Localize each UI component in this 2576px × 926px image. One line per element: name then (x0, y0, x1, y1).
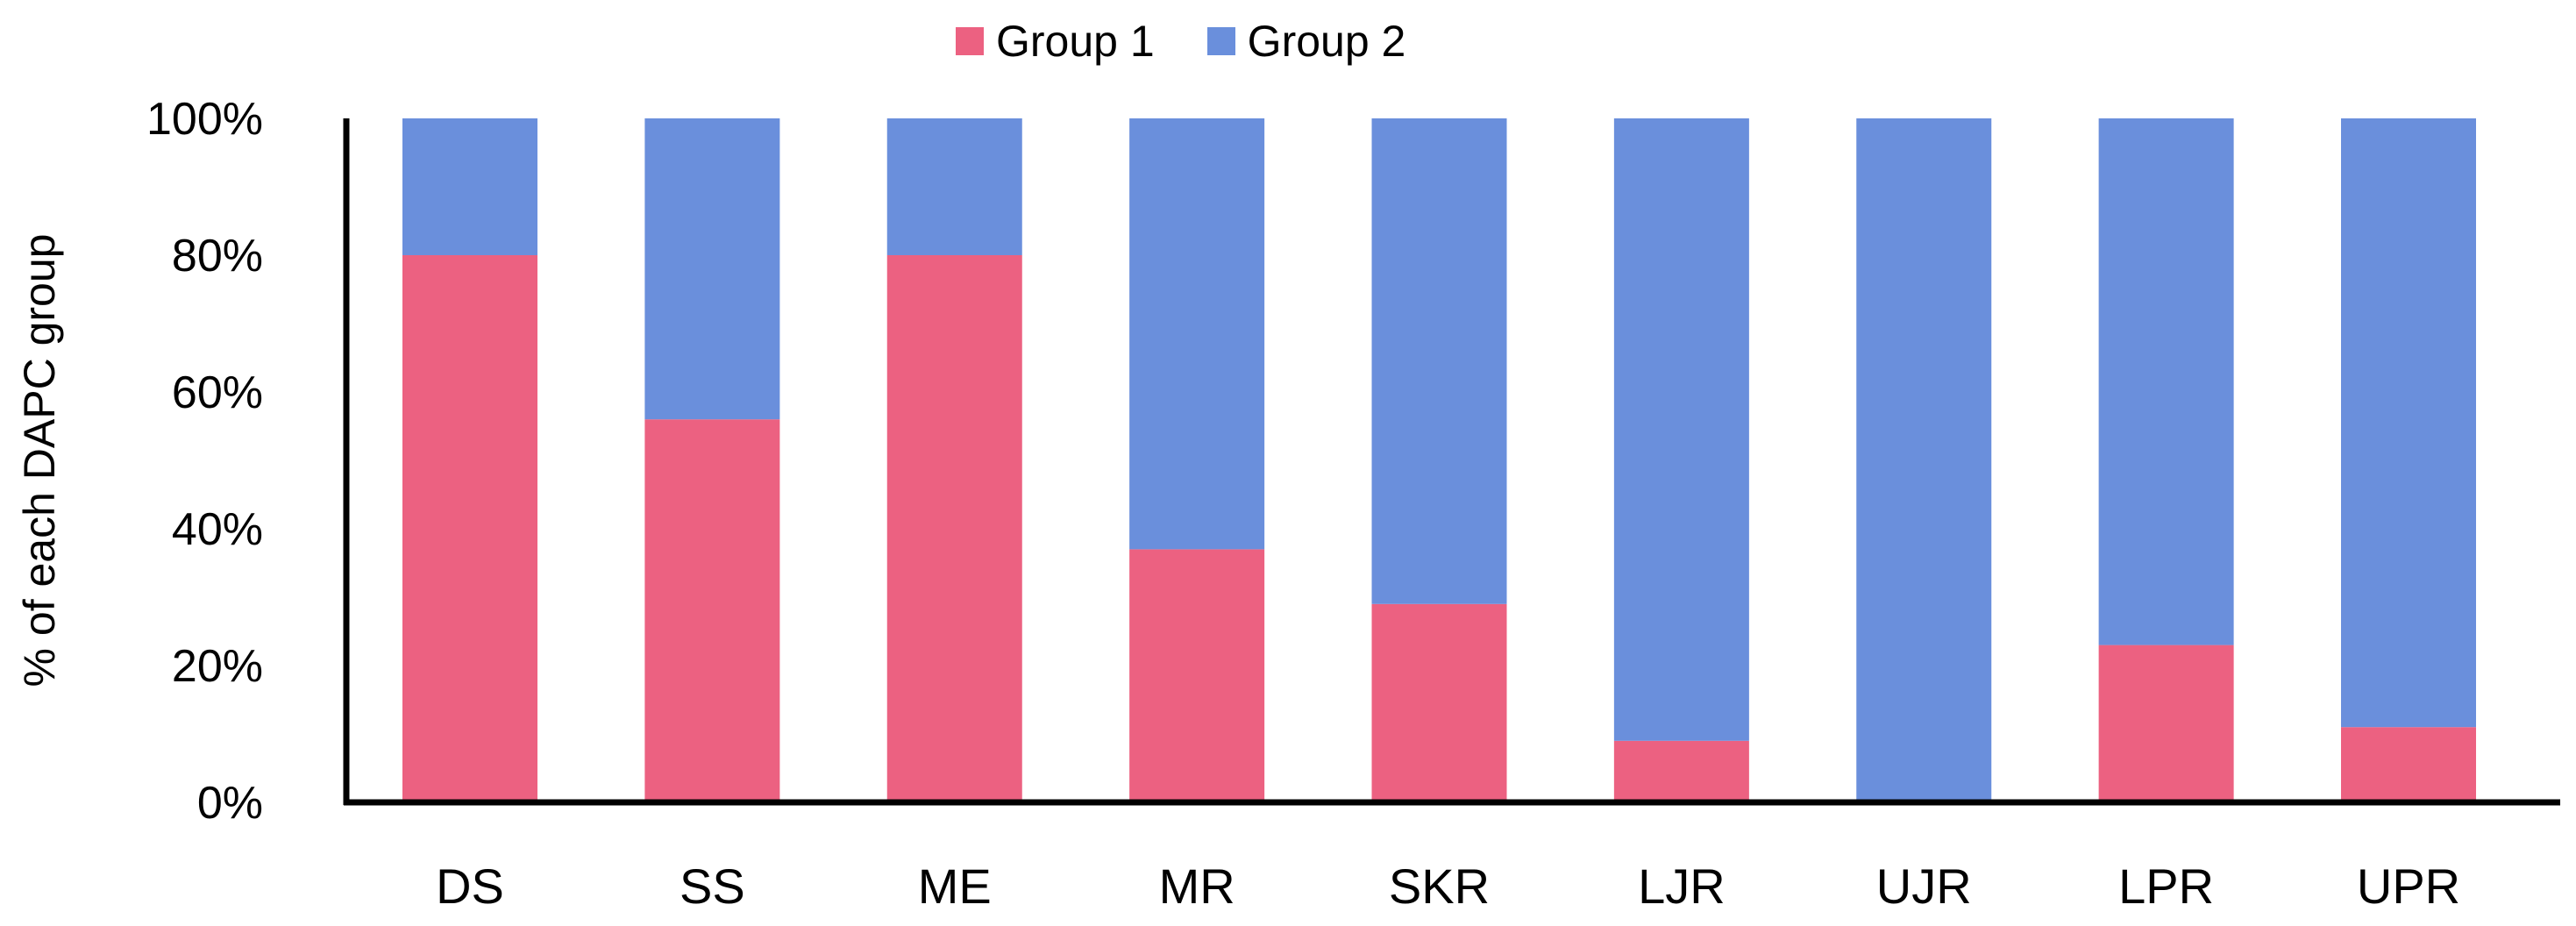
y-tick-label: 100% (146, 94, 263, 145)
legend-swatch-group-2 (1206, 27, 1235, 55)
bar-ds-group-1 (402, 255, 537, 802)
bar-skr-group-2 (1371, 118, 1507, 604)
x-tick-label: DS (436, 858, 504, 914)
bar-ljr-group-2 (1613, 118, 1749, 741)
x-tick-label: UJR (1876, 858, 1972, 914)
bar-lpr-group-2 (2098, 118, 2234, 645)
y-tick-label: 20% (172, 641, 263, 692)
bar-ss-group-1 (644, 419, 780, 802)
bar-me-group-1 (886, 255, 1022, 802)
bars-layer (402, 118, 2476, 802)
bar-skr-group-1 (1371, 603, 1507, 802)
legend-label-group-2: Group 2 (1247, 17, 1406, 66)
y-tick-label: 0% (197, 778, 263, 829)
bar-me-group-2 (886, 118, 1022, 255)
bar-upr-group-1 (2341, 727, 2476, 802)
legend-entry-group-1: Group 1 (956, 16, 1155, 67)
y-tick-labels: 0% 20% 40% 60% 80% 100% (146, 94, 263, 829)
legend-entry-group-2: Group 2 (1206, 16, 1406, 67)
chart-legend: Group 1 Group 2 (956, 11, 1405, 72)
bar-ljr-group-1 (1613, 740, 1749, 802)
bar-ujr-group-2 (1856, 118, 1992, 802)
x-tick-label: LPR (2118, 858, 2214, 914)
x-tick-label: SS (680, 858, 745, 914)
x-tick-label: UPR (2357, 858, 2460, 914)
x-tick-label: ME (918, 858, 992, 914)
x-tick-label: MR (1159, 858, 1235, 914)
bar-mr-group-2 (1129, 118, 1265, 550)
legend-label-group-1: Group 1 (996, 17, 1155, 66)
y-axis-title: % of each DAPC group (15, 234, 64, 687)
bar-mr-group-1 (1129, 549, 1265, 802)
axes-layer (343, 118, 2560, 806)
x-tick-labels: DS SS ME MR SKR LJR UJR LPR UPR (436, 858, 2460, 914)
y-tick-label: 40% (172, 504, 263, 555)
y-tick-label: 80% (172, 231, 263, 281)
x-tick-label: SKR (1389, 858, 1490, 914)
bar-ss-group-2 (644, 118, 780, 420)
y-tick-label: 60% (172, 367, 263, 418)
x-tick-label: LJR (1638, 858, 1726, 914)
bar-ds-group-2 (402, 118, 537, 255)
bar-upr-group-2 (2341, 118, 2476, 728)
legend-swatch-group-1 (956, 27, 984, 55)
bar-lpr-group-1 (2098, 645, 2234, 802)
